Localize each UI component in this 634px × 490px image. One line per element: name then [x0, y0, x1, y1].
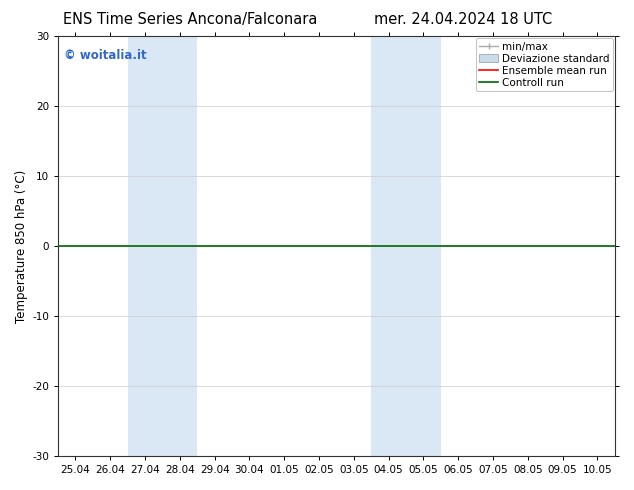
Bar: [127, 36, 197, 456]
Text: ENS Time Series Ancona/Falconara: ENS Time Series Ancona/Falconara: [63, 12, 318, 27]
Legend: min/max, Deviazione standard, Ensemble mean run, Controll run: min/max, Deviazione standard, Ensemble m…: [476, 38, 612, 91]
Y-axis label: Temperature 850 hPa (°C): Temperature 850 hPa (°C): [15, 170, 28, 323]
Bar: [372, 36, 441, 456]
Text: © woitalia.it: © woitalia.it: [63, 49, 146, 62]
Text: mer. 24.04.2024 18 UTC: mer. 24.04.2024 18 UTC: [373, 12, 552, 27]
